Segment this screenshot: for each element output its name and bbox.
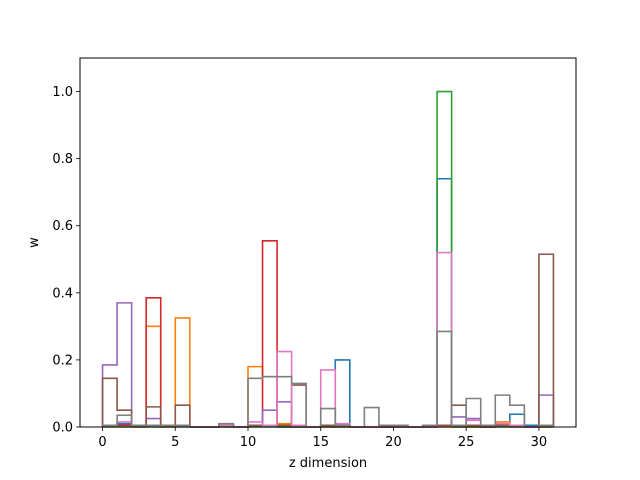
y-tick-label: 1.0 xyxy=(52,85,73,100)
y-tick-label: 0.4 xyxy=(52,286,73,301)
plot-frame xyxy=(79,57,577,428)
x-tick-label: 5 xyxy=(171,435,179,450)
x-tick-label: 15 xyxy=(312,435,329,450)
x-tick-label: 20 xyxy=(385,435,402,450)
y-axis: 0.0 0.2 0.4 0.6 0.8 1.0 xyxy=(52,85,80,436)
histogram-series-7 xyxy=(101,330,555,428)
y-tick-label: 0.0 xyxy=(52,421,73,436)
x-axis: 0 5 10 15 20 25 30 xyxy=(98,427,547,450)
y-axis-label: w xyxy=(27,237,42,248)
y-tick-label: 0.8 xyxy=(52,152,73,167)
x-tick-label: 0 xyxy=(98,435,106,450)
x-tick-label: 10 xyxy=(240,435,257,450)
y-tick-label: 0.6 xyxy=(52,219,73,234)
x-axis-label: z dimension xyxy=(289,456,367,471)
x-tick-label: 30 xyxy=(531,435,548,450)
x-tick-label: 25 xyxy=(458,435,475,450)
y-tick-label: 0.2 xyxy=(52,353,73,368)
